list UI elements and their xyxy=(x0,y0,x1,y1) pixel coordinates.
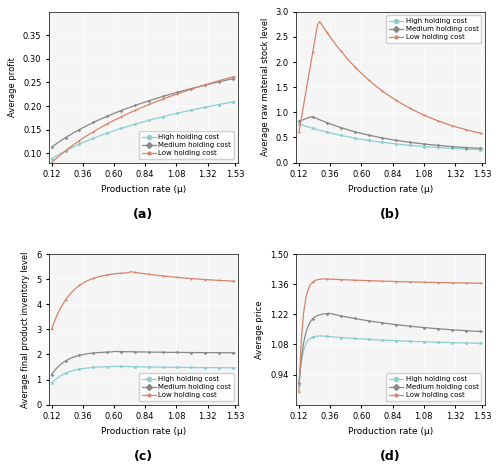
Text: (c): (c) xyxy=(134,450,153,463)
X-axis label: Production rate (μ): Production rate (μ) xyxy=(100,427,186,436)
Legend: High holding cost, Medium holding cost, Low holding cost: High holding cost, Medium holding cost, … xyxy=(139,374,234,401)
Text: (b): (b) xyxy=(380,208,401,221)
Y-axis label: Average raw material stock level: Average raw material stock level xyxy=(261,18,270,156)
X-axis label: Production rate (μ): Production rate (μ) xyxy=(100,185,186,194)
Y-axis label: Average profit: Average profit xyxy=(8,57,18,117)
Text: (d): (d) xyxy=(380,450,401,463)
Text: (a): (a) xyxy=(133,208,154,221)
X-axis label: Production rate (μ): Production rate (μ) xyxy=(348,427,433,436)
X-axis label: Production rate (μ): Production rate (μ) xyxy=(348,185,433,194)
Legend: High holding cost, Medium holding cost, Low holding cost: High holding cost, Medium holding cost, … xyxy=(386,15,482,43)
Legend: High holding cost, Medium holding cost, Low holding cost: High holding cost, Medium holding cost, … xyxy=(139,131,234,159)
Legend: High holding cost, Medium holding cost, Low holding cost: High holding cost, Medium holding cost, … xyxy=(386,374,482,401)
Y-axis label: Average final product inventory level: Average final product inventory level xyxy=(22,251,30,407)
Y-axis label: Average price: Average price xyxy=(256,300,264,358)
